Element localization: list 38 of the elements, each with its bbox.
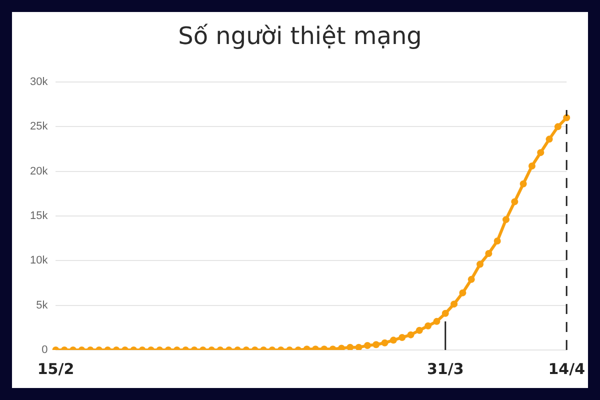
x-tick-label: 31/3 bbox=[426, 360, 464, 378]
point bbox=[476, 260, 484, 268]
point bbox=[459, 289, 466, 296]
point bbox=[398, 334, 406, 341]
point bbox=[372, 341, 380, 348]
point bbox=[563, 114, 570, 122]
point bbox=[520, 180, 527, 188]
point bbox=[502, 216, 510, 224]
point bbox=[450, 300, 458, 308]
y-tick-label: 5k bbox=[36, 299, 48, 312]
y-tick-label: 15k bbox=[30, 210, 48, 222]
point bbox=[407, 331, 414, 338]
point bbox=[485, 250, 492, 258]
point bbox=[537, 149, 544, 156]
point bbox=[554, 123, 562, 130]
point bbox=[416, 326, 423, 334]
point bbox=[494, 238, 501, 245]
point bbox=[424, 322, 432, 330]
x-tick-label: 14/4 bbox=[548, 360, 586, 378]
y-tick-label: 20k bbox=[30, 165, 48, 178]
point bbox=[355, 344, 362, 350]
point bbox=[364, 342, 371, 350]
x-tick-label: 15/2 bbox=[37, 360, 74, 378]
y-tick-label: 10k bbox=[30, 254, 48, 267]
point bbox=[346, 344, 354, 350]
point bbox=[390, 336, 397, 344]
chart-title: Số người thiệt mạng bbox=[177, 22, 423, 50]
point bbox=[433, 318, 440, 325]
point bbox=[468, 276, 475, 283]
point bbox=[511, 198, 518, 206]
point bbox=[528, 162, 536, 170]
point bbox=[381, 339, 388, 346]
y-tick-label: 30k bbox=[30, 76, 48, 88]
y-tick-label: 0 bbox=[42, 344, 48, 356]
point bbox=[442, 310, 449, 317]
point bbox=[546, 136, 553, 143]
point bbox=[338, 344, 345, 350]
y-tick-label: 25k bbox=[30, 120, 48, 133]
